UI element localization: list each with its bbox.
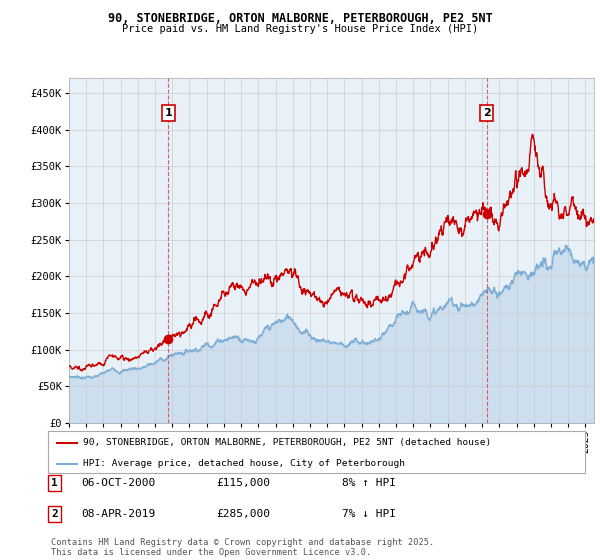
Text: £285,000: £285,000 [216, 509, 270, 519]
Text: 2: 2 [51, 509, 58, 519]
Text: 06-OCT-2000: 06-OCT-2000 [81, 478, 155, 488]
Text: 8% ↑ HPI: 8% ↑ HPI [342, 478, 396, 488]
Text: £115,000: £115,000 [216, 478, 270, 488]
Text: 2: 2 [483, 108, 491, 118]
Text: HPI: Average price, detached house, City of Peterborough: HPI: Average price, detached house, City… [83, 459, 405, 468]
Text: 08-APR-2019: 08-APR-2019 [81, 509, 155, 519]
Text: 1: 1 [51, 478, 58, 488]
Text: Contains HM Land Registry data © Crown copyright and database right 2025.
This d: Contains HM Land Registry data © Crown c… [51, 538, 434, 557]
Text: 7% ↓ HPI: 7% ↓ HPI [342, 509, 396, 519]
Text: 1: 1 [164, 108, 172, 118]
Text: Price paid vs. HM Land Registry's House Price Index (HPI): Price paid vs. HM Land Registry's House … [122, 24, 478, 34]
Text: 90, STONEBRIDGE, ORTON MALBORNE, PETERBOROUGH, PE2 5NT: 90, STONEBRIDGE, ORTON MALBORNE, PETERBO… [107, 12, 493, 25]
Text: 90, STONEBRIDGE, ORTON MALBORNE, PETERBOROUGH, PE2 5NT (detached house): 90, STONEBRIDGE, ORTON MALBORNE, PETERBO… [83, 438, 491, 447]
